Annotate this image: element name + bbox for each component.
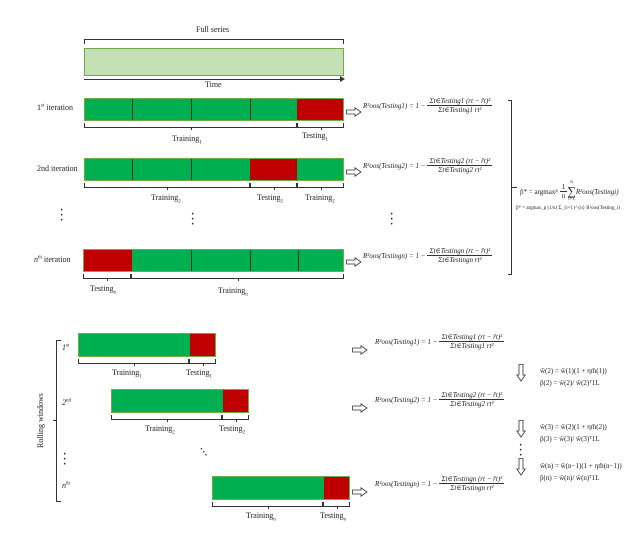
r2-oos-formula: R²oos(Testing2) = 1 − Σt∈Testing2 (rt − … (375, 391, 505, 408)
testing-block (190, 334, 215, 356)
right-arrow-icon (346, 254, 362, 267)
iteration-bar-1 (84, 98, 344, 121)
r2-oos-formula: R²oos(Testing1) = 1 − Σt∈Testing1 (rt − … (363, 97, 493, 114)
window-label: 2nd (62, 398, 71, 407)
right-bracket (508, 100, 512, 275)
window-bar (111, 389, 249, 413)
training-label: Training2 (151, 193, 181, 205)
testing-label: Testingn (90, 284, 116, 296)
rolling-windows-label: Rolling windows (36, 393, 45, 448)
portfolio-update: p̂(2) = ŵ(2)/ ŵ(2)ᵀ1L (540, 379, 600, 387)
testing-block (297, 99, 343, 120)
time-label: Time (205, 80, 222, 89)
iteration-bar-n (83, 249, 344, 272)
right-arrow-icon (352, 484, 368, 497)
weight-update: ŵ(3) = ŵ(2)(1 + ηm̂(2)) (540, 423, 607, 431)
time-axis (84, 79, 342, 80)
right-arrow-icon (346, 164, 362, 177)
vertical-ellipsis: · · · (60, 205, 64, 226)
window-bar (212, 476, 350, 500)
testing-label: Testing1 (186, 368, 212, 380)
testing-label: Testing2 (219, 424, 245, 436)
full-series-label: Full series (196, 25, 230, 34)
iteration-label-1: 1st iteration (37, 103, 73, 112)
training-label: Training2 (145, 424, 175, 436)
weight-update: ŵ(n) = ŵ(n−1)(1 + ηm̂(n−1)) (540, 462, 622, 470)
testing-label: Testing2 (257, 193, 283, 205)
weight-update: ŵ(2) = ŵ(1)(1 + ηm̂(1)) (540, 367, 607, 375)
down-arrow-icon (516, 420, 526, 443)
training-label: Trainingn (218, 286, 248, 298)
down-arrow-icon (516, 364, 526, 387)
vertical-ellipsis: · · · (519, 440, 523, 461)
training-label: Training2 (305, 193, 335, 205)
left-bracket (56, 340, 61, 502)
r2-oos-formula: R²oos(Testingn) = 1 − Σt∈Testingn (rt − … (363, 247, 493, 264)
testing-block (223, 390, 248, 412)
down-arrow-icon (516, 458, 526, 481)
training-label: Training1 (172, 134, 202, 146)
testing-label: Testing1 (302, 131, 328, 143)
iteration-label-2: 2nd iteration (37, 164, 78, 173)
portfolio-update: p̂(3) = ŵ(3)/ ŵ(3)ᵀ1L (540, 435, 600, 443)
vertical-ellipsis: · · · (63, 449, 67, 470)
vertical-ellipsis: · · · (191, 209, 195, 230)
objective-formula-text: p̂* = argmax_p (1/n) Σ_{i=1}^{n} R²oos(T… (516, 206, 620, 211)
iteration-label-n: nth iteration (34, 255, 71, 264)
testing-block (84, 250, 132, 271)
r2-oos-formula: R²oos(Testing2) = 1 − Σt∈Testing2 (rt − … (363, 157, 493, 174)
training-label: Training1 (112, 368, 142, 380)
time-arrow-icon (340, 76, 345, 82)
right-arrow-icon (352, 400, 368, 413)
window-bar (78, 333, 216, 357)
testing-block (324, 477, 349, 499)
diagonal-ellipsis: · · · (200, 444, 208, 460)
r2-oos-formula: R²oos(Testingn) = 1 − Σt∈Testingn (rt − … (375, 475, 505, 492)
right-arrow-icon (352, 342, 368, 355)
right-arrow-icon (346, 104, 362, 117)
training-label: Trainingn (246, 511, 276, 523)
full-series-bar (84, 48, 344, 76)
portfolio-update: p̂(n) = ŵ(n)/ ŵ(n)ᵀ1L (540, 474, 600, 482)
full-series-brace (84, 39, 344, 44)
window-label: 1st (62, 343, 70, 352)
window-label: nth (62, 481, 70, 490)
vertical-ellipsis: · · · (390, 209, 394, 230)
r2-oos-formula: R²oos(Testing1) = 1 − Σt∈Testing1 (rt − … (375, 333, 505, 350)
iteration-bar-2 (84, 158, 344, 181)
testing-label: Testingn (320, 511, 346, 523)
testing-block (250, 159, 297, 180)
